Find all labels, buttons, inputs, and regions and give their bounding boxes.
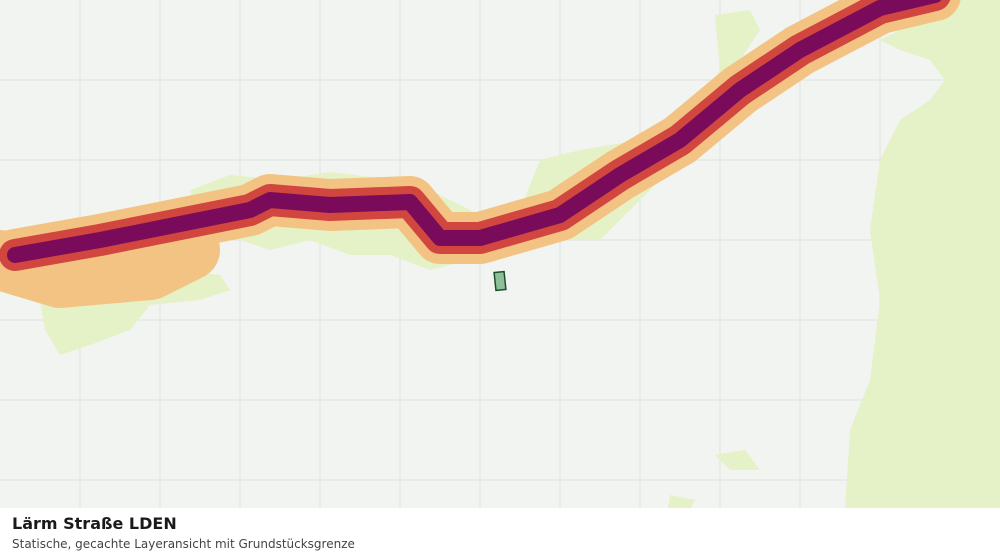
noise-zone-very-high [7,0,942,263]
map-subtitle: Statische, gecachte Layeransicht mit Gru… [12,537,355,551]
map-title: Lärm Straße LDEN [12,514,177,533]
caption-panel: Lärm Straße LDEN Statische, gecachte Lay… [0,508,1000,560]
parcel-boundary [493,270,507,292]
noise-zone-medium [0,220,220,308]
noise-band [0,0,961,308]
